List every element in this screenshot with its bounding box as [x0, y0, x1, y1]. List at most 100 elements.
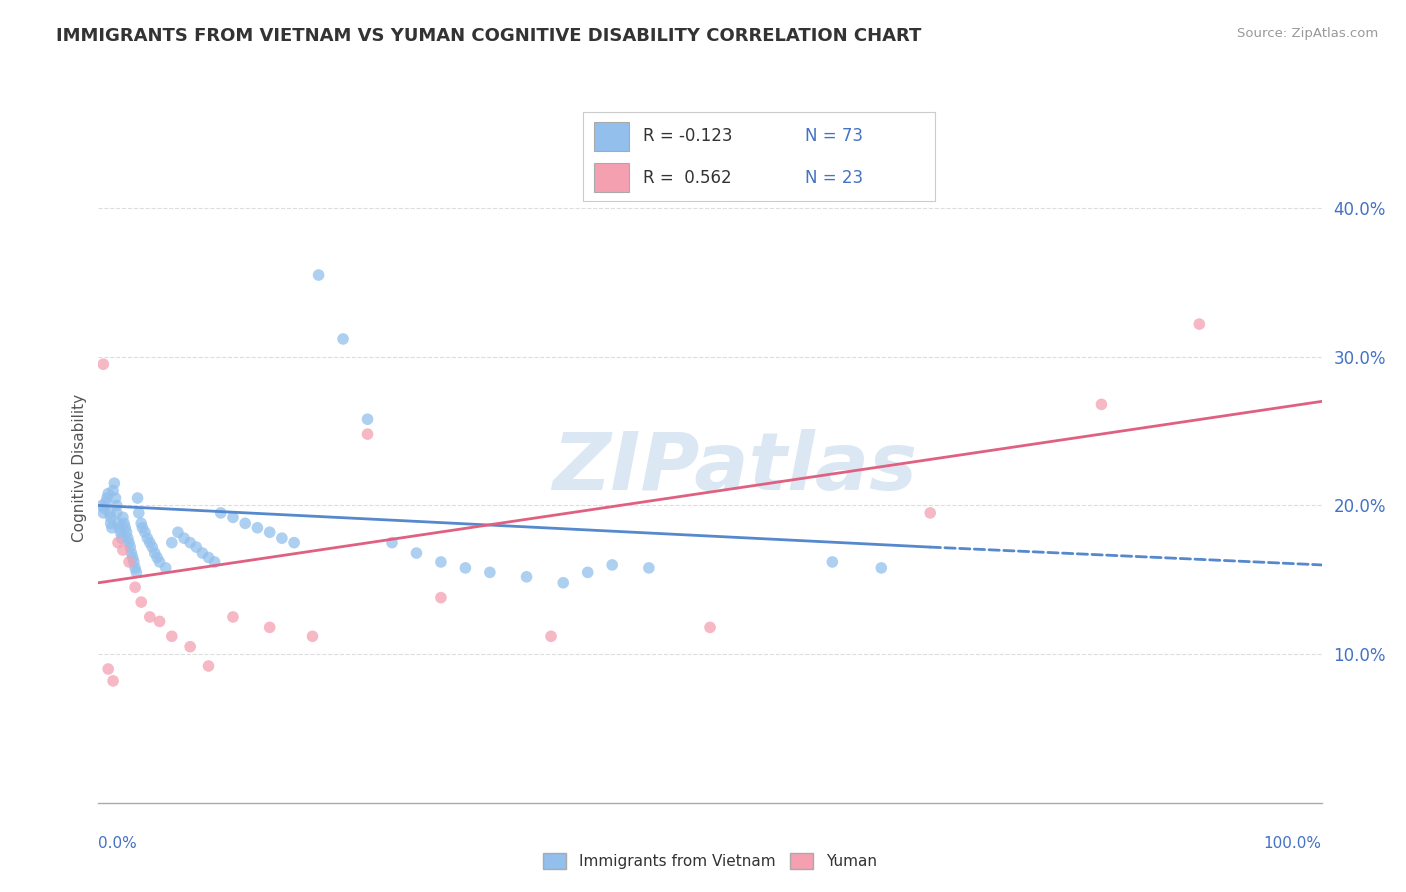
Point — [454, 561, 477, 575]
Point — [283, 535, 305, 549]
Point — [222, 610, 245, 624]
Point — [101, 673, 124, 688]
Point — [233, 516, 256, 531]
Point — [870, 561, 893, 575]
Point — [149, 555, 172, 569]
Point — [308, 268, 330, 282]
Point — [103, 476, 125, 491]
Point — [259, 525, 281, 540]
Point — [191, 546, 214, 560]
Point — [118, 535, 141, 549]
Point — [114, 521, 136, 535]
Point — [430, 591, 453, 605]
Point — [139, 610, 162, 624]
Point — [107, 516, 129, 531]
Point — [204, 555, 226, 569]
Point — [131, 521, 153, 535]
Point — [197, 550, 219, 565]
Text: N = 23: N = 23 — [804, 169, 863, 186]
Point — [111, 543, 134, 558]
Point — [97, 662, 120, 676]
Point — [146, 550, 169, 565]
Point — [100, 510, 122, 524]
Point — [540, 629, 562, 643]
Text: 100.0%: 100.0% — [1264, 837, 1322, 851]
Point — [129, 595, 152, 609]
Point — [117, 531, 139, 545]
Point — [155, 561, 177, 575]
Point — [167, 525, 190, 540]
Point — [430, 555, 453, 569]
Point — [246, 521, 269, 535]
Point — [576, 566, 599, 580]
FancyBboxPatch shape — [593, 122, 630, 151]
Point — [91, 506, 114, 520]
Point — [129, 516, 152, 531]
Text: 0.0%: 0.0% — [98, 837, 138, 851]
Point — [115, 525, 138, 540]
Point — [134, 525, 156, 540]
Point — [478, 566, 501, 580]
Y-axis label: Cognitive Disability: Cognitive Disability — [72, 394, 87, 542]
Point — [356, 427, 378, 442]
Point — [356, 412, 378, 426]
FancyBboxPatch shape — [593, 163, 630, 192]
Legend: Immigrants from Vietnam, Yuman: Immigrants from Vietnam, Yuman — [537, 847, 883, 875]
Point — [124, 561, 146, 575]
Point — [139, 535, 162, 549]
Point — [515, 570, 537, 584]
Point — [120, 540, 142, 554]
Text: R =  0.562: R = 0.562 — [644, 169, 733, 186]
Point — [600, 558, 623, 572]
Point — [259, 620, 281, 634]
Point — [179, 640, 201, 654]
Point — [160, 535, 183, 549]
Point — [93, 501, 115, 516]
Point — [104, 491, 127, 505]
Point — [270, 531, 294, 545]
Point — [1188, 317, 1211, 331]
Point — [97, 486, 120, 500]
Point — [141, 540, 163, 554]
Point — [128, 506, 150, 520]
Point — [381, 535, 404, 549]
Point — [111, 531, 134, 545]
Point — [96, 491, 118, 505]
Text: R = -0.123: R = -0.123 — [644, 128, 733, 145]
Point — [920, 506, 942, 520]
Text: ZIPatlas: ZIPatlas — [553, 429, 917, 508]
Point — [186, 540, 208, 554]
Point — [209, 506, 232, 520]
Point — [179, 535, 201, 549]
Point — [197, 659, 219, 673]
Point — [136, 531, 159, 545]
Point — [111, 510, 134, 524]
Point — [222, 510, 245, 524]
Point — [98, 506, 121, 520]
Point — [108, 521, 131, 535]
Point — [1090, 397, 1112, 411]
Point — [101, 483, 124, 498]
Point — [105, 506, 128, 520]
Point — [301, 629, 323, 643]
Point — [101, 521, 124, 535]
Text: IMMIGRANTS FROM VIETNAM VS YUMAN COGNITIVE DISABILITY CORRELATION CHART: IMMIGRANTS FROM VIETNAM VS YUMAN COGNITI… — [56, 27, 921, 45]
Point — [91, 499, 114, 513]
Point — [124, 580, 146, 594]
Point — [405, 546, 427, 560]
Point — [332, 332, 354, 346]
Point — [107, 535, 129, 549]
Point — [160, 629, 183, 643]
Point — [100, 516, 122, 531]
Point — [110, 525, 132, 540]
Point — [149, 615, 172, 629]
Point — [121, 550, 143, 565]
Point — [637, 561, 661, 575]
Point — [125, 566, 148, 580]
Text: N = 73: N = 73 — [804, 128, 863, 145]
Point — [143, 546, 166, 560]
Point — [122, 555, 145, 569]
Point — [112, 516, 135, 531]
Point — [821, 555, 844, 569]
Point — [173, 531, 195, 545]
